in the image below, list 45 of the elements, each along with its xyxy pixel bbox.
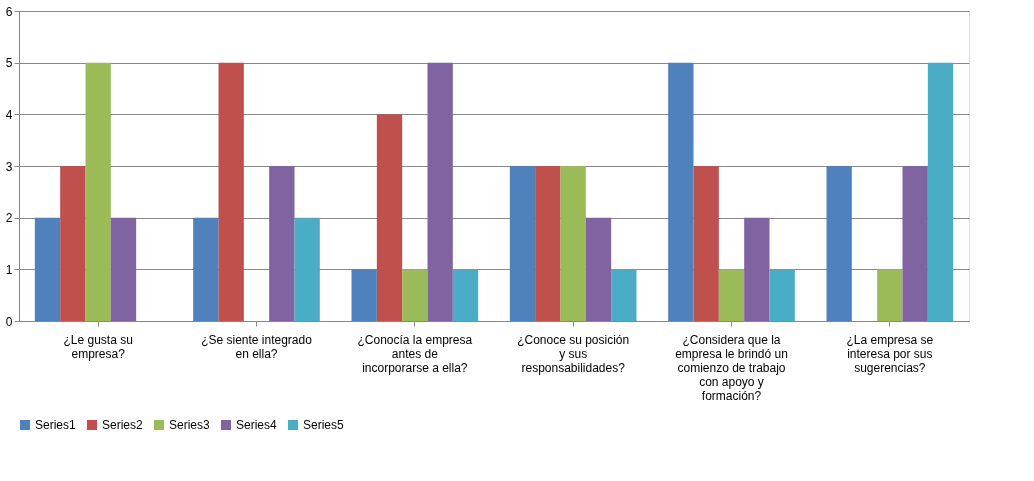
x-tick-label: ¿Considera que la empresa le brindó un comienzo de trabajo con apoyo y formación? (675, 332, 788, 403)
x-tick-label: ¿La empresa se interesa por sus sugerencias? (846, 332, 934, 375)
y-tick-label: 0 (5, 314, 13, 329)
bar (218, 62, 244, 321)
legend-label: Series2 (102, 418, 144, 432)
bar (34, 217, 61, 321)
bar (585, 217, 612, 321)
legend-label: Series4 (236, 418, 278, 432)
x-tick-label: ¿Conocía la empresa antes de incorporarse a ella? (357, 332, 473, 375)
bar (744, 217, 770, 321)
bar (351, 269, 377, 321)
x-tick-label: ¿Se siente integrado en ella? (201, 332, 313, 361)
bar (452, 269, 479, 321)
bar (110, 217, 137, 321)
y-tick-label: 6 (5, 4, 13, 19)
bar (693, 166, 719, 321)
bar (826, 166, 852, 321)
bar (877, 269, 903, 321)
bar (376, 114, 403, 321)
bar (269, 166, 295, 321)
bar (509, 166, 536, 321)
x-tick-label: ¿Le gusta su empresa? (63, 332, 133, 361)
y-tick-label: 3 (5, 159, 13, 174)
y-tick-label: 2 (5, 211, 13, 226)
legend-label: Series1 (35, 418, 77, 432)
bar (402, 269, 428, 321)
bar (560, 166, 586, 321)
bar (427, 62, 453, 321)
y-tick-label: 5 (5, 56, 13, 71)
legend-label: Series5 (303, 418, 345, 432)
bar (718, 269, 745, 321)
bar (668, 62, 694, 321)
bar (193, 217, 219, 321)
x-tick-label: ¿Conoce su posición y sus responsabilidades? (517, 332, 630, 375)
bar (769, 269, 795, 321)
bar (60, 166, 86, 321)
legend-label: Series3 (169, 418, 211, 432)
bar (535, 166, 561, 321)
bar (902, 166, 928, 321)
bar (294, 217, 320, 321)
bar (927, 62, 954, 321)
y-tick-label: 1 (5, 262, 13, 277)
bar (611, 269, 637, 321)
y-tick-label: 4 (5, 107, 13, 122)
bar (85, 62, 111, 321)
